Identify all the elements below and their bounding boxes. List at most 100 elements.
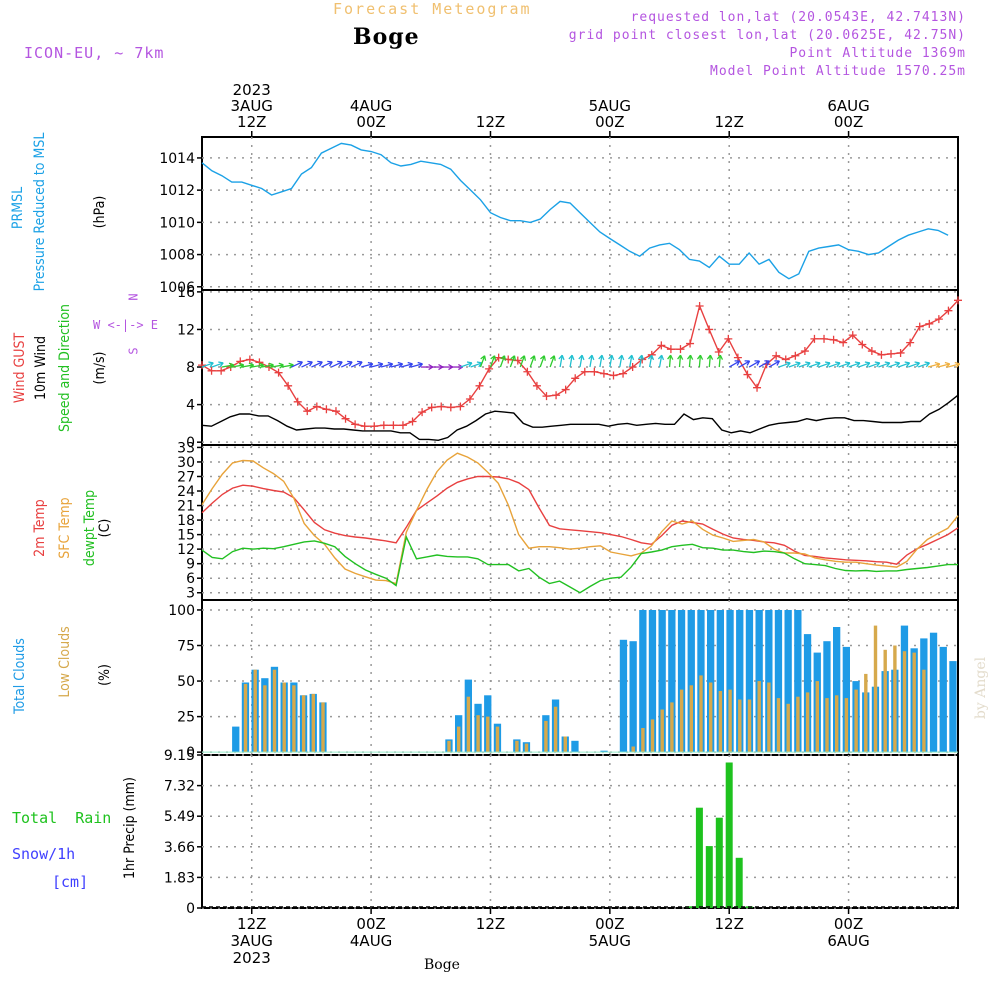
wind-arrow-9: [291, 361, 303, 368]
ytick-label-temperature-4: 15: [177, 528, 195, 544]
bottom-time-label-1-1: 4AUG: [350, 932, 392, 950]
wind-arrow-head-37: [568, 354, 575, 361]
low-cloud-bar-12: [321, 702, 325, 753]
gust-marker-40: [580, 367, 589, 376]
gust-marker-57: [743, 370, 752, 379]
wind-arrow-52: [718, 355, 721, 368]
gust-marker-29: [475, 381, 484, 390]
wind-arrow-head-16: [367, 361, 374, 368]
wind-arrow-head-43: [628, 354, 635, 361]
gust-marker-52: [695, 301, 704, 310]
total-cloud-bar-47: [658, 610, 666, 753]
bottom-time-label-5-1: 6AUG: [827, 932, 869, 950]
low-cloud-bar-55: [738, 699, 742, 753]
wind-arrow-head-70: [904, 361, 911, 368]
requested-coordinates: requested lon,lat (20.0543E, 42.7413N): [630, 10, 966, 25]
series-line-pressure-0: [201, 142, 949, 280]
low-cloud-bar-54: [728, 689, 732, 753]
gust-marker-11: [303, 407, 312, 416]
low-cloud-bar-32: [515, 740, 519, 753]
gust-marker-64: [810, 334, 819, 343]
low-cloud-bar-6: [263, 685, 267, 753]
rain-bar-2: [705, 846, 713, 908]
gridpoint-coordinates: grid point closest lon,lat (20.0625E, 42…: [568, 28, 966, 43]
ytick-label-precip-3: 5.49: [164, 809, 195, 825]
wind-arrow-67: [868, 362, 880, 368]
wind-arrow-69: [888, 362, 900, 368]
top-time-label-1-1: 00Z: [356, 113, 385, 131]
gust-marker-55: [724, 334, 733, 343]
gust-marker-79: [954, 296, 962, 305]
wind-arrow-head-68: [884, 361, 891, 368]
low-cloud-bar-33: [524, 743, 529, 753]
wind-arrow-20: [400, 363, 413, 368]
wind-arrow-11: [311, 361, 323, 368]
wind-arrow-head-72: [924, 361, 931, 368]
ytick-label-wind-1: 4: [186, 398, 195, 414]
wind-arrow-27: [470, 362, 483, 368]
gust-marker-44: [619, 369, 628, 378]
gust-marker-56: [733, 353, 742, 362]
bottom-time-label-3-0: 00Z: [595, 915, 624, 933]
label-total-rain: Total Rain: [12, 809, 112, 827]
top-time-label-0-0: 2023: [233, 81, 271, 99]
wind-arrow-37: [569, 355, 573, 368]
total-cloud-bar-58: [765, 610, 773, 753]
total-cloud-bar-48: [668, 610, 676, 753]
total-cloud-bar-46: [648, 610, 657, 753]
low-cloud-bar-56: [747, 699, 752, 753]
total-cloud-bar-77: [949, 661, 957, 753]
wind-arrow-head-12: [327, 360, 333, 367]
wind-arrow-head-59: [795, 361, 801, 368]
chart-title: Forecast Meteogram: [333, 0, 532, 18]
top-time-label-0-2: 12Z: [237, 113, 266, 131]
wind-arrow-57: [768, 360, 780, 368]
ytick-label-temperature-8: 27: [177, 469, 195, 485]
wind-arrow-head-39: [588, 354, 595, 361]
wind-arrow-58: [778, 362, 791, 368]
top-time-label-5-0: 6AUG: [827, 97, 869, 115]
wind-arrow-43: [629, 355, 633, 368]
ytick-label-temperature-5: 18: [177, 513, 195, 529]
wind-arrow-head-71: [914, 361, 921, 368]
ytick-label-temperature-2: 9: [186, 557, 195, 573]
ytick-label-temperature-9: 30: [177, 455, 195, 471]
wind-arrow-head-52: [716, 354, 724, 360]
wind-arrow-head-21: [417, 361, 423, 368]
wind-arrow-5: [251, 364, 264, 368]
total-cloud-bar-64: [823, 641, 831, 753]
wind-arrow-10: [301, 361, 313, 368]
gust-marker-6: [255, 358, 264, 367]
bottom-time-label-5-0: 00Z: [834, 915, 863, 933]
gust-marker-0: [198, 361, 206, 370]
ytick-label-precip-1: 1.83: [164, 870, 195, 886]
wind-arrow-47: [668, 355, 672, 368]
total-cloud-bar-61: [794, 610, 802, 753]
ytick-label-precip-2: 3.66: [164, 840, 195, 856]
point-altitude: Point Altitude 1369m: [789, 46, 966, 61]
gust-marker-18: [370, 422, 379, 431]
bottom-time-label-1-0: 00Z: [356, 915, 385, 933]
wind-arrow-75: [947, 363, 960, 368]
gust-marker-60: [772, 351, 781, 360]
gust-marker-30: [485, 364, 494, 373]
low-cloud-bar-48: [670, 702, 674, 753]
wind-arrow-7: [271, 364, 284, 368]
gust-marker-25: [437, 402, 446, 411]
gust-marker-69: [858, 340, 867, 349]
wind-arrow-head-66: [864, 361, 871, 368]
low-cloud-bar-52: [709, 682, 713, 753]
ytick-label-wind-4: 16: [177, 285, 195, 301]
wind-arrow-26: [460, 362, 473, 368]
wind-arrow-1: [211, 362, 224, 368]
gust-marker-53: [705, 325, 714, 334]
gust-marker-27: [456, 402, 465, 411]
top-time-label-5-1: 00Z: [834, 113, 863, 131]
bottom-time-label-0-1: 3AUG: [231, 932, 273, 950]
low-cloud-bar-74: [922, 669, 926, 753]
low-cloud-bar-68: [864, 673, 868, 753]
ytick-label-clouds-0: 0: [186, 745, 195, 761]
gust-marker-9: [284, 381, 293, 390]
wind-arrow-46: [658, 355, 663, 368]
ytick-label-temperature-7: 24: [177, 484, 195, 500]
